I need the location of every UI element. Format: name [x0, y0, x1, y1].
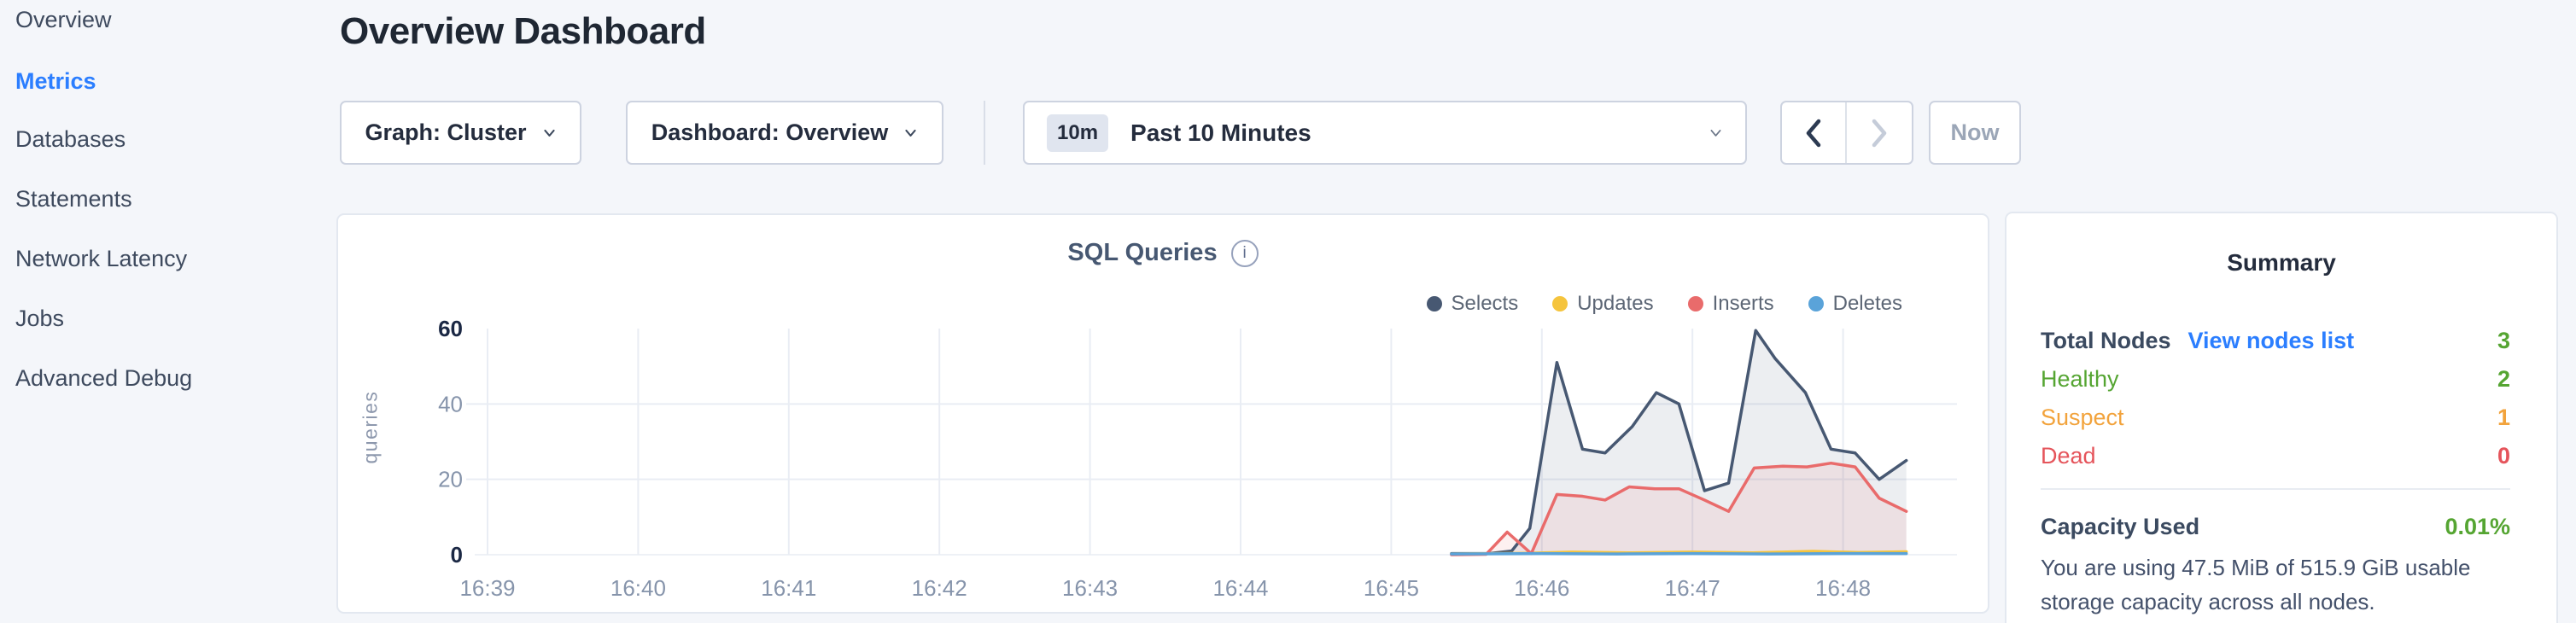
svg-text:16:40: 16:40	[610, 575, 666, 601]
healthy-nodes-row: Healthy 2	[2041, 366, 2510, 392]
controls-divider	[984, 101, 985, 165]
svg-text:16:48: 16:48	[1815, 575, 1871, 601]
legend-dot-2	[1687, 296, 1703, 312]
summary-title: Summary	[2227, 249, 2336, 276]
dashboard-label: Dashboard: Overview	[651, 119, 889, 145]
sql-queries-chart: 16:39 16:40 16:41 16:42 16:43 16:44 16:45 16:46…	[438, 316, 1957, 601]
chevron-left-icon	[1806, 119, 1821, 147]
svg-text:16:44: 16:44	[1212, 575, 1268, 601]
chart-title: SQL Queries	[1067, 239, 1218, 266]
svg-text:16:46: 16:46	[1514, 575, 1569, 601]
svg-text:60: 60	[438, 316, 463, 341]
svg-text:16:42: 16:42	[912, 575, 967, 601]
svg-text:16:47: 16:47	[1665, 575, 1720, 601]
summary-divider	[2041, 488, 2510, 490]
dashboard-dropdown[interactable]: Dashboard: Overview	[626, 101, 943, 165]
time-window-arrows	[1780, 101, 1913, 165]
svg-text:16:43: 16:43	[1062, 575, 1118, 601]
now-button[interactable]: Now	[1929, 101, 2021, 165]
chevron-right-icon	[1872, 119, 1887, 147]
sidebar-item-network-latency[interactable]: Network Latency	[15, 245, 188, 271]
graph-scope-dropdown[interactable]: Graph: Cluster	[340, 101, 581, 165]
svg-text:0: 0	[451, 542, 463, 568]
capacity-used-label: Capacity Used	[2041, 514, 2200, 539]
capacity-description: You are using 47.5 MiB of 515.9 GiB usab…	[2041, 555, 2471, 614]
suspect-nodes-value: 1	[2497, 405, 2510, 430]
chart-legend: Selects Updates Inserts Deletes	[1426, 292, 1902, 316]
view-nodes-list-link[interactable]: View nodes list	[2188, 328, 2355, 353]
capacity-used-value: 0.01%	[2445, 514, 2510, 539]
now-button-label: Now	[1950, 119, 2000, 145]
sidebar-item-databases[interactable]: Databases	[15, 125, 126, 152]
legend-dot-3	[1808, 296, 1824, 312]
dead-nodes-value: 0	[2497, 443, 2510, 469]
legend-item-updates: Updates	[1552, 292, 1654, 316]
healthy-nodes-value: 2	[2497, 366, 2510, 392]
chevron-down-icon	[905, 129, 916, 137]
graph-scope-label: Graph: Cluster	[365, 119, 527, 145]
time-window-label: Past 10 Minutes	[1130, 119, 1311, 146]
dead-nodes-row: Dead 0	[2041, 443, 2510, 469]
previous-time-window-button[interactable]	[1782, 102, 1847, 163]
time-window-selector[interactable]: 10m Past 10 Minutes	[1023, 101, 1747, 165]
legend-dot-0	[1426, 296, 1442, 312]
legend-item-selects: Selects	[1426, 292, 1518, 316]
suspect-nodes-row: Suspect 1	[2041, 405, 2510, 430]
total-nodes-label: Total Nodes	[2041, 328, 2171, 353]
legend-item-deletes: Deletes	[1808, 292, 1902, 316]
svg-text:16:41: 16:41	[761, 575, 816, 601]
chevron-down-icon	[1710, 130, 1721, 137]
sql-queries-chart-card: SQL Queries i Selects Updates Inserts De…	[336, 213, 1989, 614]
svg-text:16:45: 16:45	[1364, 575, 1419, 601]
legend-item-inserts: Inserts	[1687, 292, 1774, 316]
chevron-down-icon	[543, 129, 555, 137]
svg-text:20: 20	[438, 467, 463, 492]
info-icon[interactable]: i	[1230, 239, 1259, 267]
summary-panel: Summary Total Nodes View nodes list 3 He…	[2005, 212, 2558, 623]
next-time-window-button[interactable]	[1847, 102, 1912, 163]
capacity-used-row: Capacity Used 0.01%	[2041, 514, 2510, 540]
page-title: Overview Dashboard	[340, 10, 706, 52]
sidebar-item-jobs[interactable]: Jobs	[15, 305, 65, 331]
sidebar-item-metrics[interactable]: Metrics	[15, 67, 96, 94]
sidebar-item-advanced-debug[interactable]: Advanced Debug	[15, 364, 193, 391]
time-window-badge: 10m	[1047, 114, 1109, 152]
sidebar-item-statements[interactable]: Statements	[15, 185, 132, 212]
sidebar: Overview Metrics Databases Statements Ne…	[0, 0, 337, 623]
total-nodes-row: Total Nodes View nodes list 3	[2041, 328, 2510, 354]
svg-text:40: 40	[438, 391, 463, 416]
svg-text:16:39: 16:39	[459, 575, 515, 601]
total-nodes-value: 3	[2497, 328, 2510, 353]
legend-dot-1	[1552, 296, 1568, 312]
sidebar-item-overview[interactable]: Overview	[15, 6, 112, 32]
